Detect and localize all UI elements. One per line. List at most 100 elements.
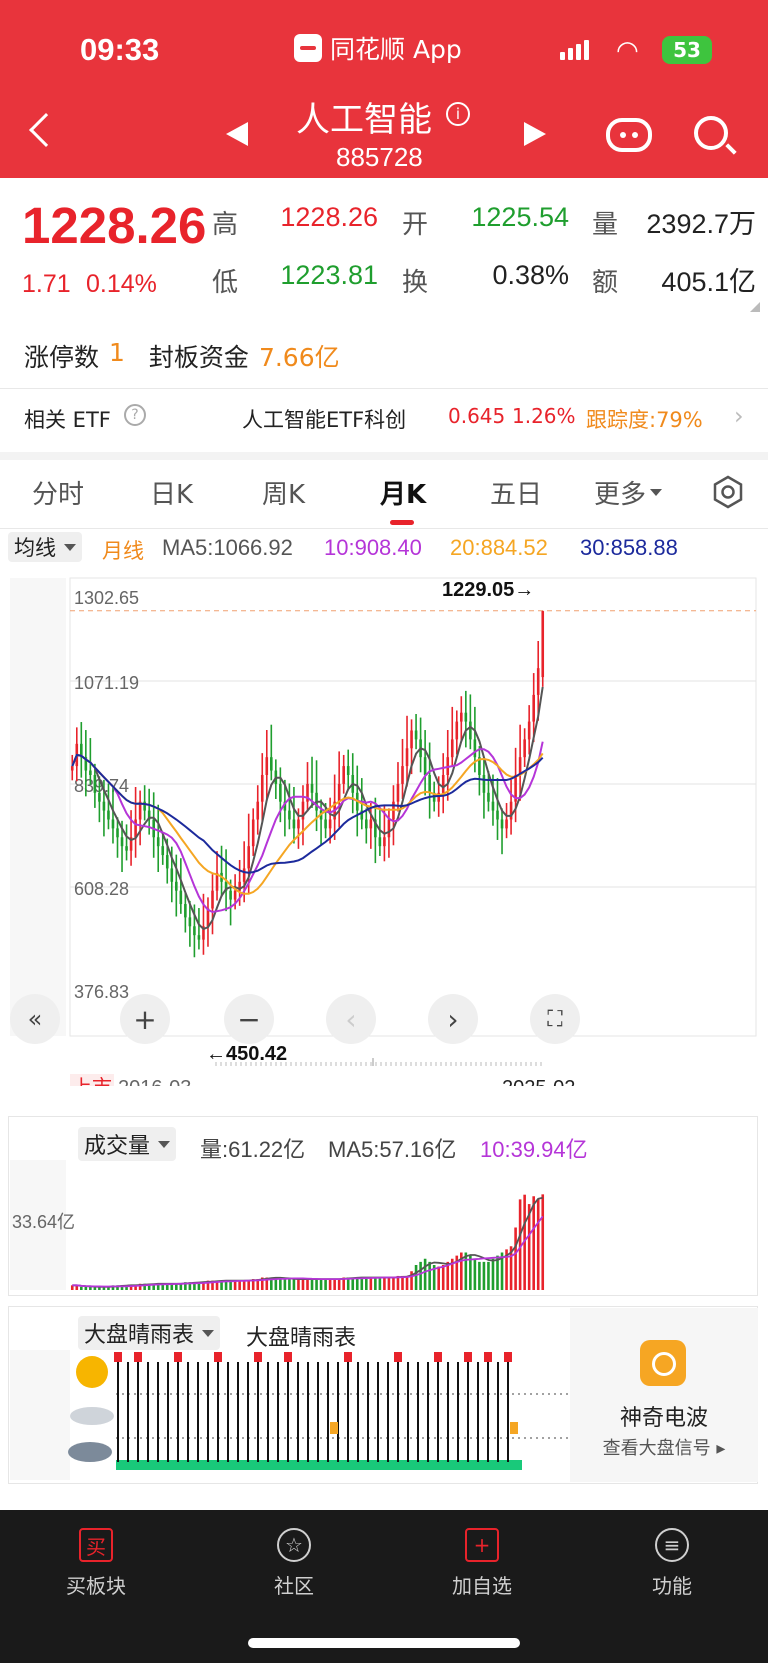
scroll-left-icon[interactable]: « — [10, 994, 60, 1044]
cloud-icon — [70, 1407, 114, 1425]
next-icon[interactable]: › — [428, 994, 478, 1044]
nav-community-label: 社区 — [274, 1574, 314, 1598]
wave-link[interactable]: 查看大盘信号 ▸ — [570, 1434, 758, 1460]
seal-fund-value: 7.66亿 — [258, 343, 340, 372]
nav-buy-sector-label: 买板块 — [66, 1574, 126, 1598]
candle-body — [238, 881, 241, 891]
nav-community[interactable]: ☆ 社区 — [224, 1528, 364, 1599]
ma-selector[interactable]: 均线 — [8, 532, 82, 562]
candle-body — [279, 783, 282, 802]
volume-bar — [469, 1255, 472, 1290]
prev-sector-icon[interactable] — [226, 122, 248, 146]
sunny-marker — [464, 1352, 472, 1362]
volume-label: 量 — [592, 210, 619, 240]
volume-bar — [89, 1286, 92, 1290]
candle-body — [211, 890, 214, 909]
related-etf-row[interactable]: 相关 ETF ? 人工智能ETF科创 0.645 1.26% 跟踪度:79% › — [0, 390, 768, 450]
nav-add-watchlist[interactable]: + 加自选 — [412, 1528, 552, 1599]
prev-icon[interactable]: ‹ — [326, 994, 376, 1044]
fullscreen-icon[interactable]: ⛶ — [530, 994, 580, 1044]
candle-body — [120, 837, 124, 847]
amount-label: 额 — [592, 268, 619, 298]
candle-body — [265, 757, 269, 775]
volume-bar — [432, 1265, 436, 1290]
y-axis-band — [10, 1160, 66, 1290]
candle-body — [202, 926, 205, 940]
candle-body — [401, 766, 404, 784]
next-sector-icon[interactable] — [524, 122, 546, 146]
kline-chart[interactable]: 1302.651071.19839.74608.28376.831229.05→… — [0, 566, 768, 1086]
start-date-label: 2016-03 — [118, 1077, 191, 1086]
zoom-out-icon[interactable]: − — [224, 994, 274, 1044]
candle-body — [215, 872, 219, 891]
sunny-marker — [434, 1352, 442, 1362]
app-logo-icon — [294, 34, 322, 62]
expand-corner-icon[interactable] — [750, 302, 760, 312]
volume-bar — [93, 1286, 97, 1290]
active-tab-indicator — [390, 520, 414, 525]
volume-bar — [111, 1285, 115, 1290]
candle-body — [460, 712, 463, 722]
volume-bar — [482, 1261, 486, 1290]
tab-monthly-k[interactable]: 月K — [380, 480, 427, 510]
candle-body — [387, 819, 391, 838]
magic-wave-card[interactable]: 神奇电波 查看大盘信号 ▸ — [570, 1308, 758, 1482]
info-icon[interactable]: i — [446, 102, 470, 126]
settings-icon[interactable] — [710, 474, 746, 510]
volume-bar — [147, 1283, 151, 1290]
plot-frame — [69, 577, 757, 1037]
weather-chart[interactable] — [0, 1350, 570, 1480]
candle-body — [523, 739, 526, 758]
tab-more[interactable]: 更多 — [594, 474, 663, 511]
candle-body — [410, 730, 413, 749]
listing-label: 上市 — [72, 1076, 112, 1086]
weather-selector[interactable]: 大盘晴雨表 — [78, 1316, 221, 1350]
candle-body — [518, 757, 522, 775]
volume-bar — [215, 1280, 219, 1290]
tab-intraday[interactable]: 分时 — [32, 480, 85, 510]
search-icon[interactable] — [694, 116, 728, 150]
candle-body — [251, 819, 255, 847]
volume-chart[interactable]: 33.64亿 — [0, 1160, 768, 1294]
candle-body — [93, 774, 97, 793]
volume-bar — [283, 1279, 287, 1290]
volume-bar — [518, 1199, 522, 1290]
volume-bar — [224, 1280, 228, 1290]
candle-body — [206, 908, 210, 927]
low-marker: ←450.42 — [206, 1043, 287, 1065]
nav-functions[interactable]: ≡ 功能 — [602, 1528, 742, 1599]
candle-body — [143, 801, 146, 811]
candle-body — [527, 721, 531, 740]
volume-bar — [202, 1282, 205, 1290]
help-icon[interactable]: ? — [124, 404, 146, 426]
tab-five-day[interactable]: 五日 — [490, 480, 543, 510]
volume-bar — [460, 1252, 463, 1290]
candle-body — [170, 868, 174, 882]
tab-weekly-k[interactable]: 周K — [262, 480, 306, 510]
candle-body — [84, 757, 88, 771]
volume-bar — [116, 1285, 119, 1290]
candle-body — [297, 819, 300, 829]
volume-selector[interactable]: 成交量 — [78, 1127, 177, 1161]
back-icon[interactable] — [29, 113, 63, 147]
candle-body — [156, 837, 160, 847]
tab-daily-k[interactable]: 日K — [150, 480, 194, 510]
candle-body — [541, 611, 545, 678]
volume-bar — [175, 1283, 178, 1290]
zoom-in-icon[interactable]: + — [120, 994, 170, 1044]
volume-bar — [405, 1275, 409, 1290]
volume-bar — [211, 1280, 214, 1290]
volume-bar — [306, 1279, 309, 1290]
candle-body — [193, 926, 196, 936]
nav-buy-sector[interactable]: 买 买板块 — [26, 1528, 166, 1599]
robot-assistant-icon[interactable] — [606, 118, 652, 152]
sunny-marker — [484, 1352, 492, 1362]
candle-body — [378, 837, 382, 847]
volume-bar — [441, 1265, 445, 1290]
volume-bar — [102, 1286, 106, 1290]
candle-body — [184, 904, 187, 918]
cloudy-marker — [510, 1422, 518, 1434]
candle-body — [292, 819, 296, 829]
candle-body — [369, 819, 373, 829]
volume-bar — [392, 1277, 395, 1290]
